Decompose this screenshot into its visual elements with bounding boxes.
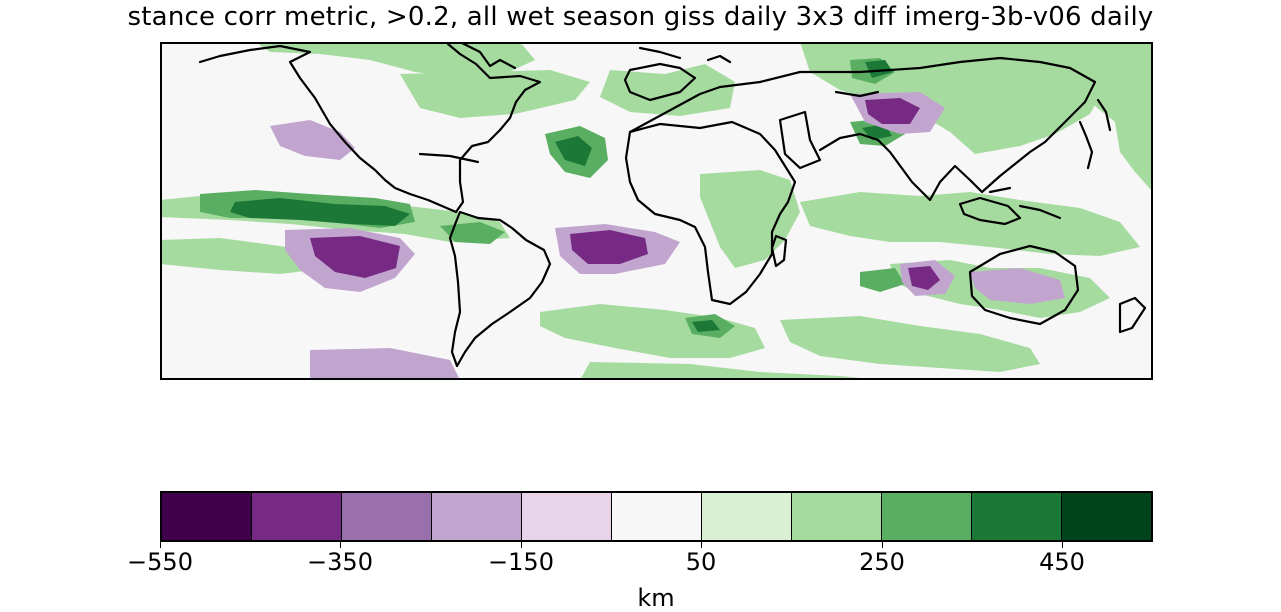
colorbar-tick	[882, 542, 883, 548]
colorbar-tick-label: −350	[307, 548, 373, 576]
colorbar-tick	[521, 542, 522, 548]
colorbar-segment	[702, 493, 792, 540]
colorbar-segment	[162, 493, 252, 540]
coastlines	[198, 42, 1147, 368]
colorbar-segment	[342, 493, 432, 540]
colorbar-segment	[612, 493, 702, 540]
colorbar-segment	[252, 493, 342, 540]
map-title: stance corr metric, >0.2, all wet season…	[127, 2, 1154, 32]
colorbar-tick	[160, 542, 161, 548]
map-frame-border	[160, 42, 1153, 380]
colorbar-segment	[1062, 493, 1151, 540]
colorbar	[160, 491, 1153, 542]
anomaly-patches-green-dark	[230, 60, 893, 332]
colorbar-segment	[522, 493, 612, 540]
colorbar-segment	[792, 493, 882, 540]
colorbar-tick	[340, 542, 341, 548]
colorbar-segment	[972, 493, 1062, 540]
colorbar-tick-label: −150	[488, 548, 554, 576]
colorbar-segment	[882, 493, 972, 540]
colorbar-tick-label: −550	[127, 548, 193, 576]
colorbar-tick	[701, 542, 702, 548]
world-map	[160, 42, 1153, 380]
colorbar-tick-label: 450	[1039, 548, 1085, 576]
anomaly-patches-purple-mid	[310, 98, 940, 290]
colorbar-units-label: km	[637, 584, 675, 612]
colorbar-tick-label: 50	[685, 548, 717, 576]
colorbar-segment	[432, 493, 522, 540]
colorbar-tick	[1062, 542, 1063, 548]
colorbar-tick-label: 250	[859, 548, 905, 576]
